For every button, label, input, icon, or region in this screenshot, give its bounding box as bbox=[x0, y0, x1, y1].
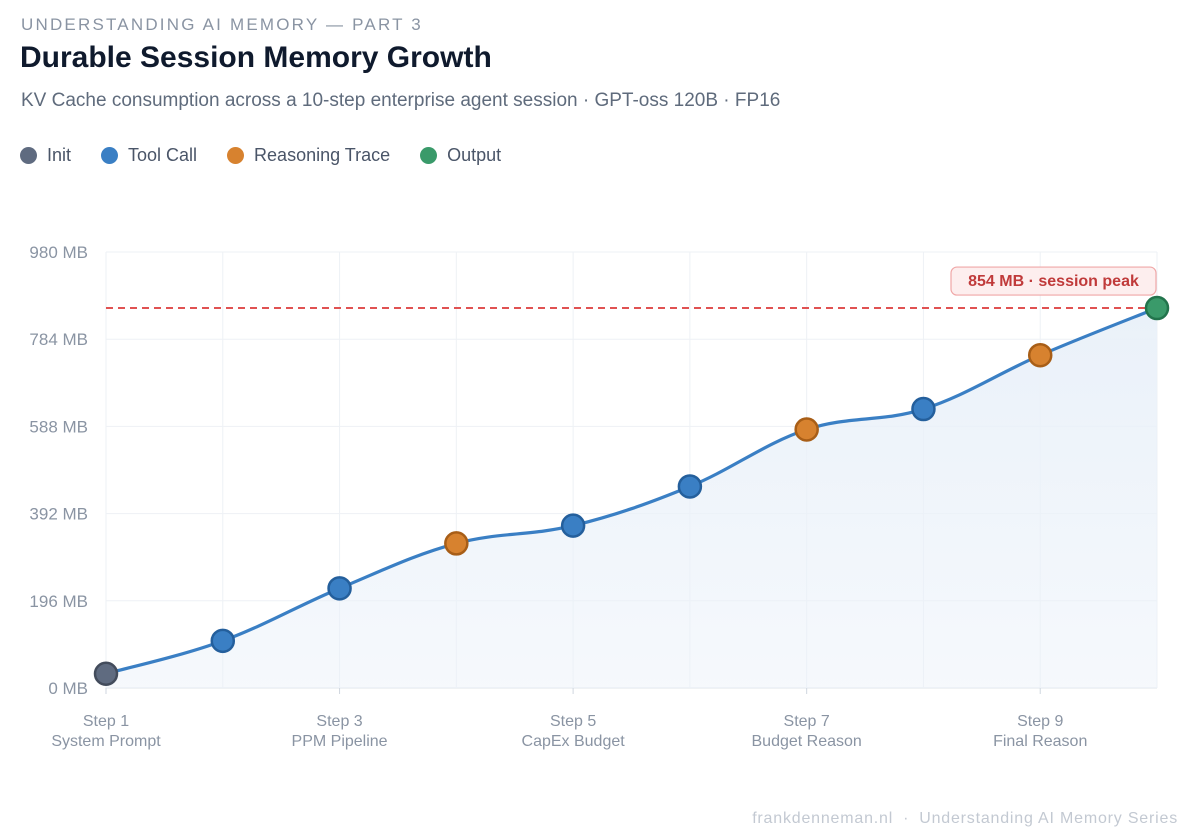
legend-label-output: Output bbox=[447, 145, 502, 165]
data-point-tool-call bbox=[327, 576, 352, 601]
x-tick-label-step: Step 7 bbox=[784, 713, 830, 730]
x-tick-label-step: Step 5 bbox=[550, 713, 596, 730]
data-point-reasoning-trace bbox=[444, 531, 469, 556]
legend-item-init: Init bbox=[20, 145, 71, 166]
chart-title: Durable Session Memory Growth bbox=[20, 41, 492, 74]
legend-item-reasoning-trace: Reasoning Trace bbox=[227, 145, 390, 166]
x-tick-label-name: Final Reason bbox=[993, 733, 1087, 750]
y-tick-label: 0 MB bbox=[48, 679, 88, 698]
y-tick-label: 980 MB bbox=[29, 243, 88, 262]
eyebrow-label: UNDERSTANDING AI MEMORY — PART 3 bbox=[21, 15, 423, 34]
x-tick-label-step: Step 9 bbox=[1017, 713, 1063, 730]
x-tick-label-name: PPM Pipeline bbox=[292, 733, 388, 750]
legend-dot-tool-call bbox=[101, 147, 119, 164]
x-tick-label-step: Step 1 bbox=[83, 713, 129, 730]
y-tick-label: 392 MB bbox=[29, 505, 88, 524]
chart-legend: Init Tool Call Reasoning Trace Output bbox=[20, 145, 531, 166]
data-point-tool-call bbox=[560, 513, 586, 538]
memory-series-line bbox=[104, 306, 1159, 676]
footer-separator: · bbox=[903, 810, 910, 827]
footer-site: frankdenneman.nl bbox=[752, 810, 894, 827]
legend-item-tool-call: Tool Call bbox=[101, 145, 197, 166]
data-point-tool-call bbox=[210, 628, 236, 654]
data-point-tool-call bbox=[677, 474, 703, 499]
chart-subtitle: KV Cache consumption across a 10-step en… bbox=[21, 90, 781, 111]
data-point-init bbox=[93, 661, 119, 687]
session-peak-label: 854 MB · session peak bbox=[968, 273, 1139, 290]
y-tick-label: 588 MB bbox=[29, 417, 88, 436]
legend-dot-init bbox=[20, 147, 37, 164]
x-tick-label-name: CapEx Budget bbox=[522, 733, 626, 750]
legend-dot-reasoning-trace bbox=[227, 147, 245, 164]
legend-label-init: Init bbox=[47, 145, 72, 165]
y-tick-label: 784 MB bbox=[29, 330, 88, 349]
x-tick-label-name: System Prompt bbox=[51, 733, 161, 750]
x-tick-label-step: Step 3 bbox=[316, 713, 362, 730]
legend-label-tool-call: Tool Call bbox=[128, 145, 198, 165]
legend-dot-output bbox=[420, 147, 438, 164]
area-fill bbox=[106, 308, 1157, 688]
memory-growth-chart: 0 MB 196 MB 392 MB 588 MB 784 MB 980 MB Step 1… bbox=[29, 243, 1170, 750]
x-tick-label-name: Budget Reason bbox=[752, 733, 862, 750]
data-point-output bbox=[1144, 295, 1170, 321]
legend-item-output: Output bbox=[420, 145, 501, 166]
session-peak-label-box bbox=[950, 266, 1157, 296]
footer-series: Understanding AI Memory Series bbox=[919, 810, 1178, 827]
data-point-tool-call bbox=[911, 396, 936, 422]
footer: frankdenneman.nl · Understanding AI Memory… bbox=[752, 810, 1178, 828]
data-point-reasoning-trace bbox=[1027, 342, 1053, 368]
legend-label-reasoning-trace: Reasoning Trace bbox=[254, 145, 391, 165]
data-point-reasoning-trace bbox=[794, 417, 819, 442]
y-tick-label: 196 MB bbox=[29, 592, 88, 611]
